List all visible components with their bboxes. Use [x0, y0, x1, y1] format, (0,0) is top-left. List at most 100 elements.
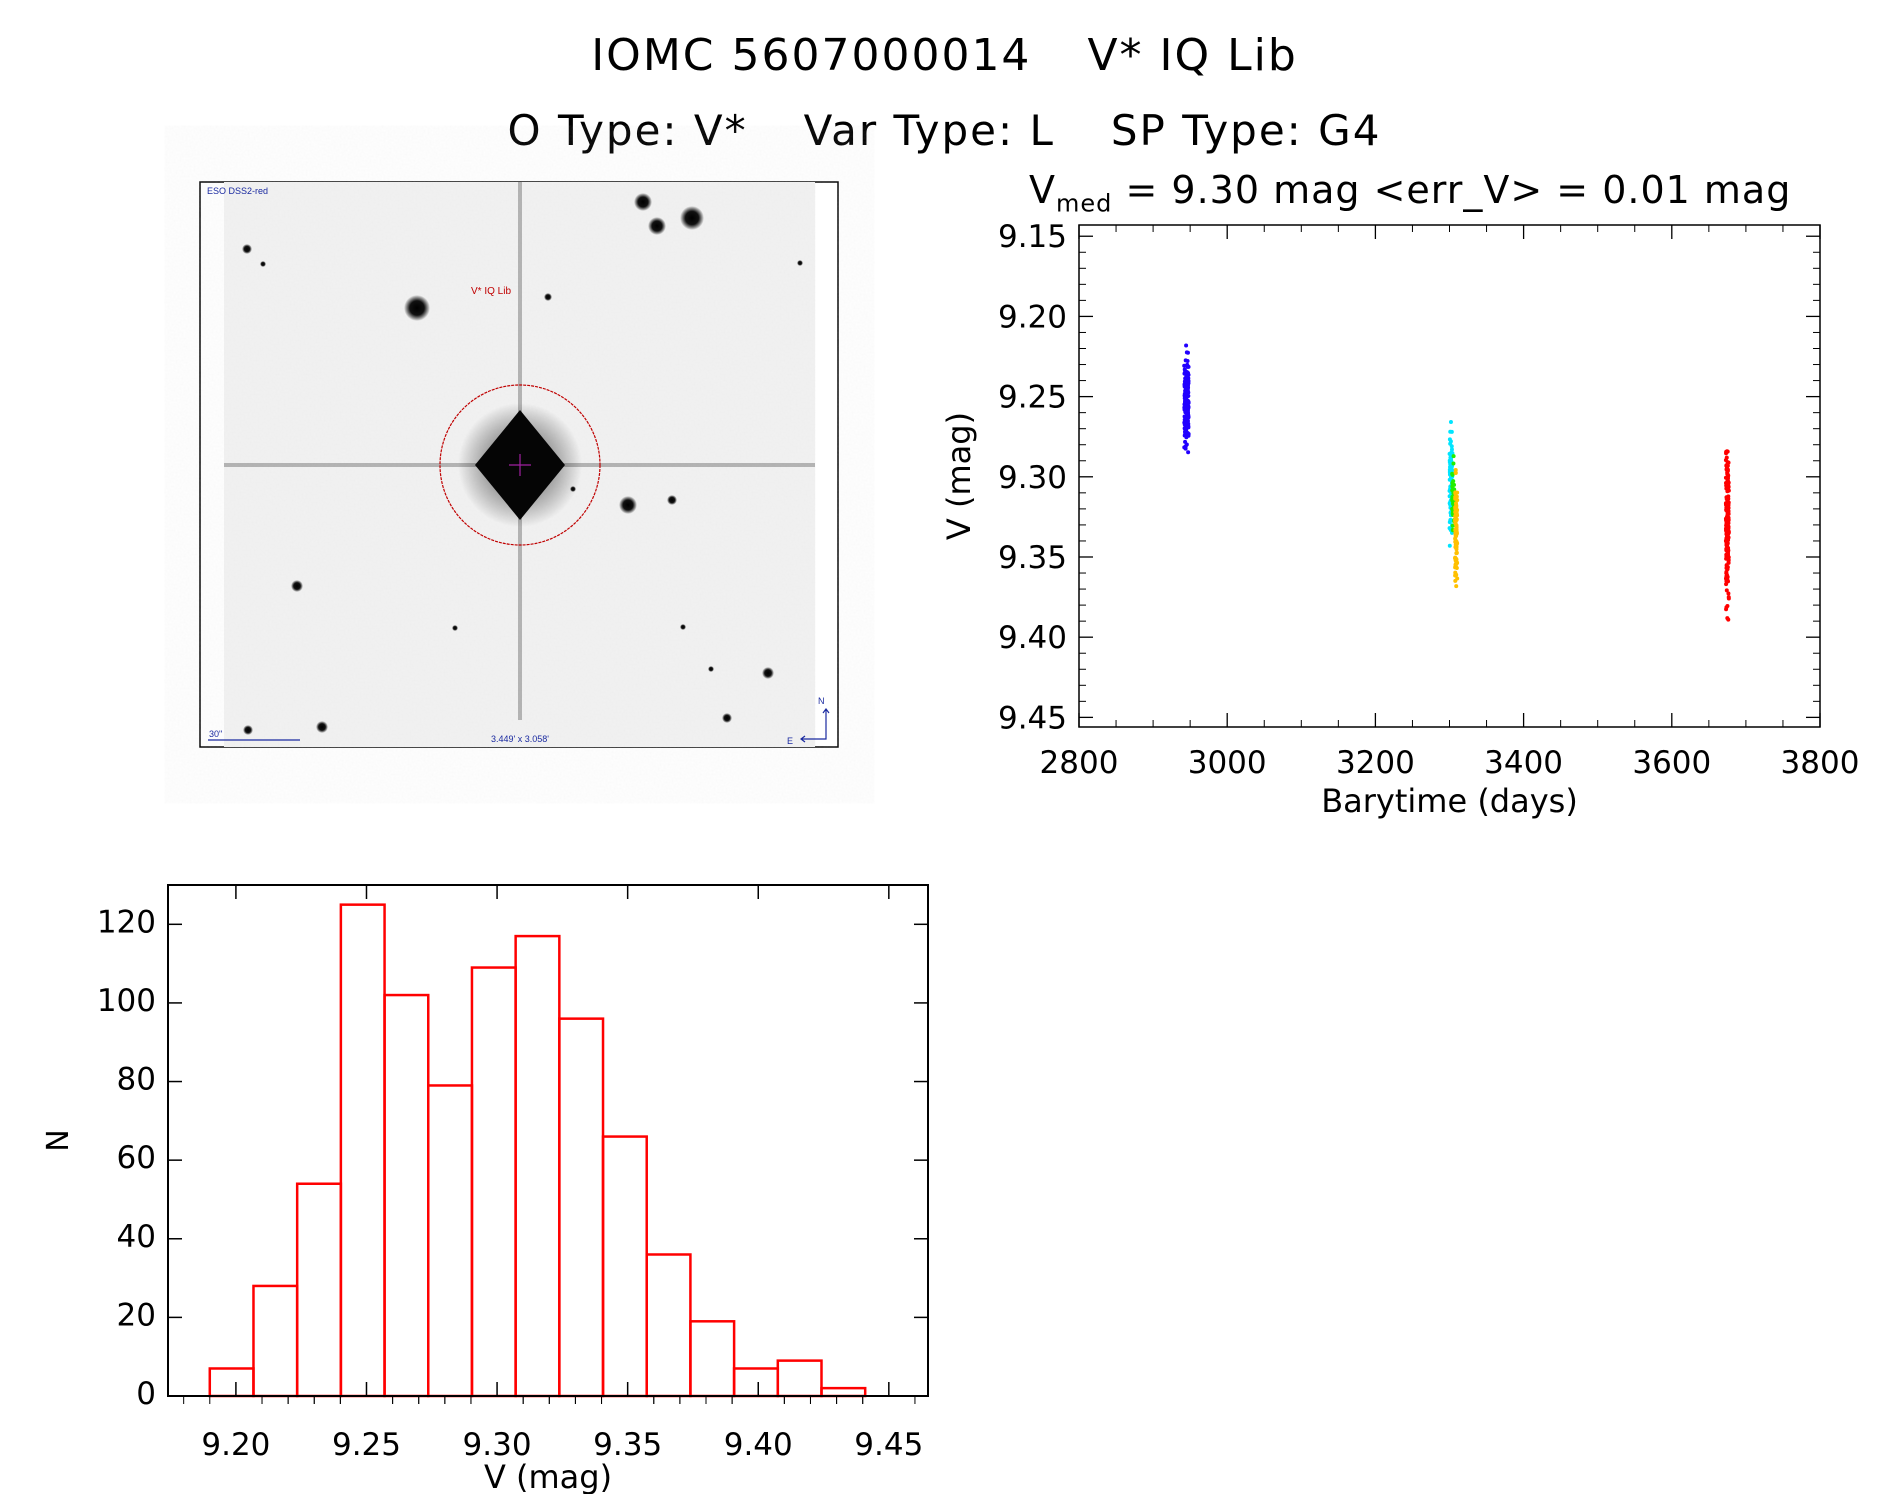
- data-point-season-2b: [1451, 454, 1456, 459]
- data-point-season-3: [1723, 458, 1728, 463]
- histogram-bar: [470, 966, 517, 1398]
- o-type: O Type: V*: [507, 106, 748, 155]
- data-point-season-2c: [1453, 490, 1458, 495]
- data-point-season-1: [1186, 381, 1191, 386]
- data-point-season-1: [1186, 432, 1191, 437]
- compass-arrows-icon: [800, 708, 830, 743]
- data-point-season-3: [1725, 575, 1730, 580]
- data-point-season-2c: [1453, 530, 1458, 535]
- data-point-season-1: [1185, 400, 1190, 405]
- data-point-season-1: [1183, 387, 1188, 392]
- x-tick-label: 3800: [1781, 745, 1860, 781]
- data-point-season-2c: [1455, 576, 1460, 581]
- histogram-bar: [208, 1367, 255, 1398]
- data-point-season-3: [1725, 470, 1730, 475]
- data-point-season-2c: [1455, 508, 1460, 513]
- star: [680, 624, 686, 630]
- data-point-season-1: [1184, 423, 1189, 428]
- field-size-label: 3.449' x 3.058': [491, 734, 549, 744]
- histogram-bar: [820, 1386, 867, 1398]
- data-point-season-1: [1183, 358, 1188, 363]
- data-point-season-2a: [1448, 429, 1453, 434]
- y-tick-label: 9.35: [998, 540, 1067, 576]
- finder-chart-image: ESO DSS2-red V* IQ Lib 30" 3.449' x 3.05…: [199, 181, 839, 748]
- data-point-season-3: [1726, 617, 1731, 622]
- histogram-bar: [383, 993, 430, 1398]
- data-point-season-3: [1726, 500, 1731, 505]
- data-point-season-3: [1724, 483, 1729, 488]
- data-point-season-2c: [1454, 550, 1459, 555]
- data-point-season-3: [1725, 519, 1730, 524]
- data-point-season-2c: [1454, 557, 1459, 562]
- y-tick-label: 9.20: [998, 299, 1067, 335]
- data-point-season-1: [1184, 343, 1189, 348]
- data-point-season-1: [1184, 383, 1189, 388]
- y-tick-label: 40: [117, 1219, 156, 1255]
- data-point-season-1: [1186, 450, 1191, 455]
- v-symbol: V: [1029, 168, 1056, 212]
- data-point-season-3: [1725, 567, 1730, 572]
- frame-margin: [816, 183, 837, 746]
- data-point-season-1: [1186, 390, 1191, 395]
- x-tick-label: 3600: [1632, 745, 1711, 781]
- data-point-season-3: [1726, 591, 1731, 596]
- var-type: Var Type: L: [803, 106, 1055, 155]
- data-point-season-2a: [1448, 419, 1453, 424]
- data-point-season-1: [1182, 371, 1187, 376]
- y-axis-label: V (mag): [940, 412, 978, 540]
- data-point-season-1: [1183, 444, 1188, 449]
- x-axis-label: Barytime (days): [1321, 782, 1578, 820]
- histogram-bar: [295, 1182, 343, 1398]
- data-point-season-3: [1724, 607, 1729, 612]
- star: [316, 721, 328, 733]
- lightcurve-stats: = 9.30 mag <err_V> = 0.01 mag: [1112, 168, 1792, 212]
- data-point-season-2b: [1450, 501, 1455, 506]
- histogram-bar: [252, 1284, 299, 1398]
- x-tick-label: 9.40: [724, 1427, 793, 1463]
- x-tick-label: 3400: [1484, 745, 1563, 781]
- star: [243, 725, 253, 735]
- data-point-season-3: [1724, 463, 1729, 468]
- data-point-season-1: [1183, 376, 1188, 381]
- lightcurve-title: Vmed = 9.30 mag <err_V> = 0.01 mag: [1029, 168, 1791, 218]
- star: [404, 295, 430, 321]
- y-tick-label: 100: [97, 983, 156, 1019]
- data-point-season-3: [1726, 480, 1731, 485]
- north-label: N: [818, 696, 825, 706]
- y-tick-label: 60: [117, 1140, 156, 1176]
- data-point-season-3: [1726, 505, 1731, 510]
- y-tick-label: 9.45: [998, 700, 1067, 736]
- star: [544, 293, 552, 301]
- data-point-season-3: [1724, 467, 1729, 472]
- star: [242, 244, 252, 254]
- histogram-bar: [689, 1320, 736, 1398]
- histogram-bar: [732, 1367, 780, 1398]
- data-point-season-3: [1725, 547, 1730, 552]
- histogram-bar: [514, 934, 561, 1398]
- histogram-chart: 9.20 9.25 9.30 9.35 9.40 9.45 0 20 40 60 80 100 120 V…: [41, 884, 929, 1494]
- data-point-season-3: [1724, 571, 1729, 576]
- data-point-season-1: [1183, 393, 1188, 398]
- plot-frame: [167, 884, 929, 1397]
- y-tick-label: 120: [97, 904, 156, 940]
- data-point-season-1: [1184, 435, 1189, 440]
- star: [570, 486, 576, 492]
- target-label: V* IQ Lib: [471, 286, 511, 297]
- target-circle: [439, 384, 601, 546]
- y-tick-label: 0: [136, 1376, 156, 1412]
- data-point-season-1: [1184, 427, 1189, 432]
- data-point-season-3: [1726, 510, 1731, 515]
- data-point-season-2b: [1450, 523, 1455, 528]
- histogram-bar: [776, 1359, 823, 1398]
- data-point-season-1: [1184, 350, 1189, 355]
- data-point-season-3: [1724, 495, 1729, 500]
- data-point-season-2b: [1450, 506, 1455, 511]
- star: [260, 261, 266, 267]
- data-point-season-3: [1724, 522, 1729, 527]
- lightcurve-chart: 2800 3000 3200 3400 3600 3800 9.15 9.20 9.25 9.30…: [940, 219, 1859, 820]
- data-point-season-1: [1184, 415, 1189, 420]
- data-point-season-3: [1725, 477, 1730, 482]
- star: [722, 713, 732, 723]
- data-point-season-2c: [1454, 539, 1459, 544]
